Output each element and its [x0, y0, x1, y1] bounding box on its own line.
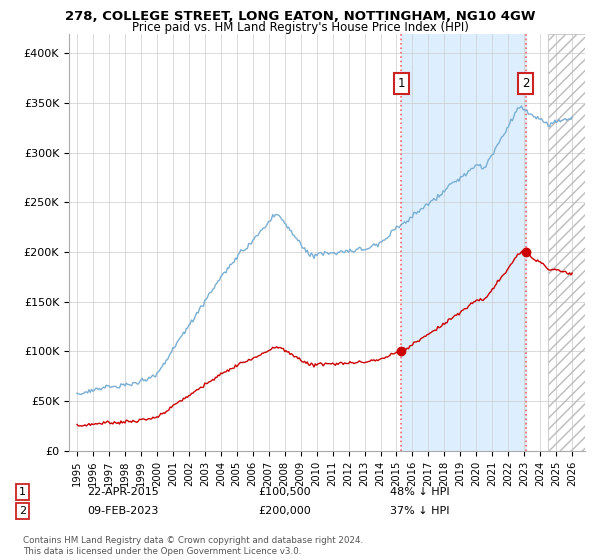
- Text: 48% ↓ HPI: 48% ↓ HPI: [390, 487, 449, 497]
- Text: 22-APR-2015: 22-APR-2015: [87, 487, 159, 497]
- Text: 09-FEB-2023: 09-FEB-2023: [87, 506, 158, 516]
- Text: Price paid vs. HM Land Registry's House Price Index (HPI): Price paid vs. HM Land Registry's House …: [131, 21, 469, 34]
- Bar: [548, 34, 585, 451]
- Text: 1: 1: [19, 487, 26, 497]
- Text: 1: 1: [397, 77, 405, 90]
- Text: £100,500: £100,500: [258, 487, 311, 497]
- Text: £200,000: £200,000: [258, 506, 311, 516]
- Bar: [548, 34, 585, 451]
- Text: 278, COLLEGE STREET, LONG EATON, NOTTINGHAM, NG10 4GW: 278, COLLEGE STREET, LONG EATON, NOTTING…: [65, 10, 535, 23]
- Text: 2: 2: [522, 77, 530, 90]
- Text: 37% ↓ HPI: 37% ↓ HPI: [390, 506, 449, 516]
- Bar: [401, 34, 526, 451]
- Text: Contains HM Land Registry data © Crown copyright and database right 2024.
This d: Contains HM Land Registry data © Crown c…: [23, 536, 363, 556]
- Text: 2: 2: [19, 506, 26, 516]
